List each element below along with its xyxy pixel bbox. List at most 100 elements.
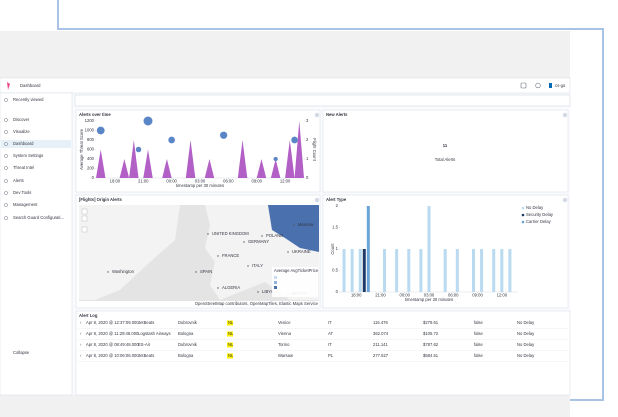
nav-item[interactable]: Threat Intel	[13, 165, 34, 170]
map-label: SPAIN	[200, 269, 212, 274]
nav-icon	[4, 142, 8, 146]
map-label: POLAND	[266, 233, 283, 238]
legend-label[interactable]: Security Delay	[526, 212, 554, 217]
map-label: UNITED KINGDOM	[212, 231, 249, 236]
row-expand[interactable]: ›	[80, 320, 82, 325]
panel-menu[interactable]	[562, 112, 568, 118]
nav-item[interactable]: Search Guard Configurati...	[13, 215, 64, 220]
y-tick-label: 1200	[85, 118, 95, 123]
x-tick-label: 12:00	[280, 179, 291, 184]
top-bar	[0, 77, 571, 94]
panel-title: Alert Log	[79, 313, 98, 318]
table-cell: NL	[228, 342, 234, 347]
threat-bubble	[291, 136, 298, 144]
table-cell: NL	[228, 353, 234, 358]
table-cell: NL	[228, 331, 234, 336]
nav-item[interactable]: Alerts	[13, 178, 24, 183]
zoom-in[interactable]	[81, 208, 88, 215]
map-label: Moscow	[298, 222, 314, 227]
x-tick-label: 21:00	[138, 179, 149, 184]
legend-marker[interactable]	[521, 206, 525, 210]
table-cell: NL	[228, 320, 234, 325]
y-tick-label: 1000	[85, 128, 95, 133]
nav-item[interactable]: Discover	[13, 117, 30, 122]
icon[interactable]	[535, 82, 541, 89]
flight-spike	[256, 159, 267, 178]
y-tick-label: 600	[87, 147, 95, 152]
row-expand[interactable]: ›	[80, 331, 82, 336]
map-legend-title: Average AvgTicketPrice	[274, 268, 319, 273]
flight-spike	[96, 149, 106, 178]
nav-icon	[4, 98, 8, 102]
x-tick-label: 00:00	[166, 179, 177, 184]
panel-title: [Flights] Origin Alerts	[79, 197, 123, 202]
map-label: GERMANY	[248, 239, 269, 244]
metric-label: Total Alerts	[435, 157, 455, 162]
table-cell: No Delay	[517, 353, 535, 358]
bar	[443, 249, 447, 292]
panel-menu[interactable]	[562, 197, 568, 203]
map-label: ITALY	[252, 263, 263, 268]
table-cell: $279.61	[423, 320, 439, 325]
panel-menu[interactable]	[314, 197, 320, 203]
x-tick-label: 03:00	[195, 179, 206, 184]
x-tick-label: 12:00	[497, 293, 508, 298]
nav-icon	[4, 203, 8, 207]
threat-bubble	[143, 116, 153, 126]
flight-spike	[270, 159, 281, 178]
map-dot	[247, 265, 249, 267]
icon[interactable]	[520, 82, 527, 89]
zoom-out[interactable]	[81, 215, 88, 222]
bar	[480, 249, 484, 292]
panel-title: New Alerts	[326, 112, 348, 117]
table-cell: Warsaw	[278, 353, 294, 358]
legend-marker[interactable]	[521, 220, 525, 224]
row-expand[interactable]: ›	[80, 353, 82, 358]
threat-bubble	[220, 131, 228, 139]
nav-item[interactable]: System Settings	[13, 153, 43, 158]
y2-axis-label: Flight Count	[312, 138, 317, 161]
table-cell: No Delay	[517, 342, 535, 347]
flight-spike	[294, 121, 304, 178]
legend-label[interactable]: Carrier Delay	[526, 219, 552, 224]
icon[interactable]	[549, 83, 552, 88]
x-tick-label: 18:00	[351, 293, 362, 298]
table-cell: No Delay	[517, 331, 535, 336]
legend-label[interactable]: No Delay	[526, 205, 544, 210]
fit-bounds[interactable]	[81, 226, 88, 233]
query-bar[interactable]	[74, 94, 571, 107]
bar	[383, 249, 386, 292]
nav-icon	[4, 154, 8, 158]
nav-item[interactable]: Dashboard	[13, 141, 34, 146]
row-expand[interactable]: ›	[80, 342, 82, 347]
x-axis-label: timestamp per 30 minutes	[405, 297, 453, 302]
panel-title: Alerts over time	[79, 112, 111, 117]
map-label: ALGERIA	[222, 285, 240, 290]
bar	[350, 249, 354, 292]
map-label: UKRAINE	[292, 249, 311, 254]
logo	[7, 82, 10, 90]
highlight	[227, 353, 233, 359]
table-cell: Logstash Airways	[138, 331, 171, 336]
bar	[500, 249, 504, 292]
collapse[interactable]: Collapse	[13, 350, 30, 355]
nav-item[interactable]: Dev Tools	[13, 190, 31, 195]
table-cell: Bologna	[178, 353, 194, 358]
legend-swatch	[274, 286, 277, 289]
panel	[75, 310, 571, 396]
map-dot	[107, 271, 109, 273]
y-tick-label: 1.5	[332, 225, 338, 230]
nav-icon	[4, 216, 8, 220]
nav-item[interactable]: Recently viewed	[13, 97, 44, 102]
flight-spike	[285, 140, 295, 178]
map-dot	[243, 241, 245, 243]
y-tick-label: 0.5	[332, 268, 338, 273]
highlight	[227, 342, 233, 348]
legend-marker[interactable]	[521, 213, 525, 217]
panel-menu[interactable]	[314, 112, 320, 118]
table-cell: ES-Air	[138, 342, 151, 347]
bar	[342, 249, 346, 292]
nav-item[interactable]: Management	[13, 202, 38, 207]
nav-item[interactable]: Visualize	[13, 129, 30, 134]
